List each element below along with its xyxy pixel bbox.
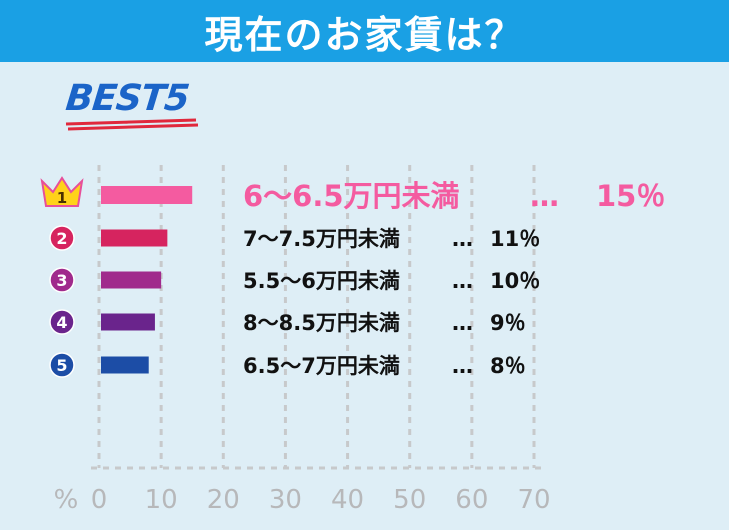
rank-badge-icon [49,352,75,378]
rank-number: 3 [56,271,67,290]
category-label: 5.5〜6万円未満 [243,269,400,293]
rank-number: 2 [56,229,67,248]
value-label: 11％ [490,227,540,251]
value-label: 9％ [490,311,526,335]
rank-badge-icon [49,267,75,293]
category-label: 8〜8.5万円未満 [243,311,400,335]
separator-label: … [452,269,473,293]
rank-number: 4 [56,313,67,332]
rank-badge-icon [49,309,75,335]
x-tick-label: 70 [517,485,550,515]
bar-rank-3 [101,271,162,289]
bar-rank-4 [101,313,155,331]
bar-rank-1 [101,186,193,204]
separator-label: … [452,227,473,251]
title-banner: 現在のお家賃は？ [0,0,729,62]
x-tick-label: 0 [91,485,108,515]
page-title: 現在のお家賃は？ [204,12,525,57]
x-tick-label: 30 [269,485,302,515]
x-tick-label: 40 [331,485,364,515]
value-label: 8％ [490,354,526,378]
crown-icon [40,176,84,207]
category-label: 7〜7.5万円未満 [243,227,400,251]
value-label: 15％ [596,179,665,213]
category-label: 6〜6.5万円未満 [243,179,460,213]
x-tick-label: 50 [393,485,426,515]
x-tick-label: 10 [145,485,178,515]
separator-label: … [452,311,473,335]
category-label: 6.5〜7万円未満 [243,354,400,378]
bar-rank-2 [101,229,168,247]
badge-underline [65,118,199,131]
rank-number: 5 [56,356,67,375]
rank-badge-icon [49,225,75,251]
separator-label: … [452,354,473,378]
x-axis-unit: % [54,485,79,515]
x-tick-label: 60 [455,485,488,515]
value-label: 10％ [490,269,540,293]
x-tick-label: 20 [207,485,240,515]
rank-number: 1 [57,189,67,207]
separator-label: … [530,179,559,213]
bar-rank-5 [101,356,149,374]
